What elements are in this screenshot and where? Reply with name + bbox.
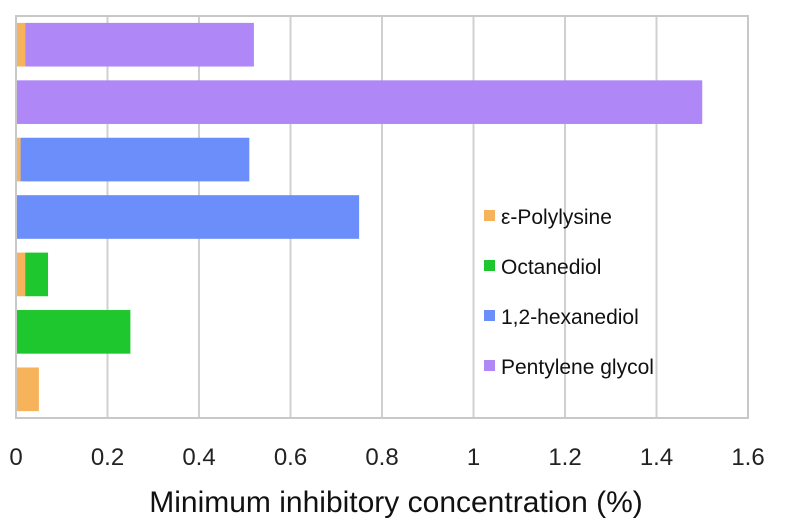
bar-pentylene-glycol [25,22,254,67]
x-tick-label: 0 [9,444,22,471]
x-tick-labels: 0 0.2 0.4 0.6 0.8 1 1.2 1.4 1.6 [9,444,764,471]
legend-swatch-polylysine [484,210,495,221]
bar-1-2-hexanediol [20,137,250,182]
legend-swatch-pentylene-glycol [484,360,495,371]
bars [16,22,703,412]
legend-label-pentylene-glycol: Pentylene glycol [501,356,654,379]
legend-swatch-1-2-hexanediol [484,310,495,321]
legend-label-polylysine: ε-Polylysine [501,206,612,229]
x-tick-label: 1 [467,444,480,471]
x-axis-title: Minimum inhibitory concentration (%) [149,486,643,519]
x-tick-label: 0.8 [365,444,398,471]
legend-label-octanediol: Octanediol [501,256,601,279]
x-tick-label: 0.4 [182,444,215,471]
x-tick-label: 0.6 [274,444,307,471]
legend-label-1-2-hexanediol: 1,2-hexanediol [501,306,639,329]
x-tick-label: 1.2 [548,444,581,471]
x-tick-label: 1.6 [731,444,764,471]
bar-octanediol [25,252,49,297]
bar-polylysine [16,22,26,67]
bar-polylysine [16,367,39,412]
legend: ε-Polylysine Octanediol 1,2-hexanediol Pent… [484,206,654,379]
bar-polylysine [16,252,26,297]
plot-frame [15,15,749,419]
bar-polylysine [16,137,21,182]
x-tick-label: 1.4 [640,444,673,471]
bar-octanediol [16,310,131,354]
legend-swatch-octanediol [484,260,495,271]
x-tick-label: 0.2 [91,444,124,471]
bar-pentylene-glycol [16,80,703,124]
bar-1-2-hexanediol [16,195,360,239]
